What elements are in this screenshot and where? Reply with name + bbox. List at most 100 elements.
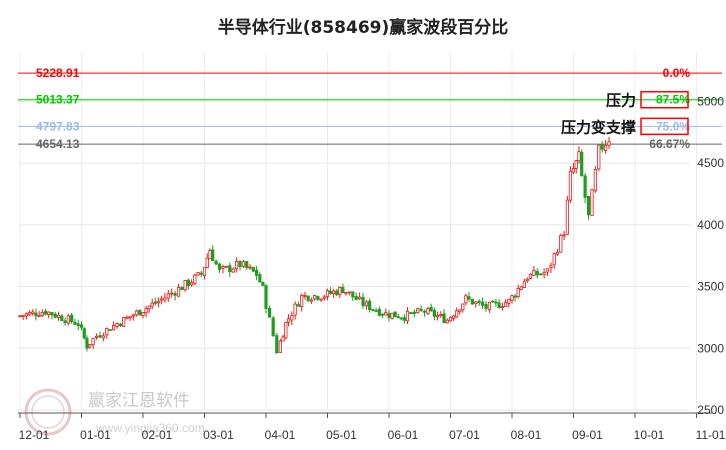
candle-body: [66, 315, 70, 324]
candle-body: [21, 315, 25, 317]
candle-body: [361, 296, 365, 307]
candle-body: [451, 315, 456, 319]
candle-body: [156, 300, 160, 304]
candle-body: [399, 317, 403, 320]
candle-body: [40, 312, 44, 317]
candle-body: [153, 301, 157, 304]
candle-body: [500, 306, 504, 309]
x-tick-label: 02-01: [142, 428, 173, 442]
candle-body: [426, 308, 430, 314]
candle-body: [264, 285, 268, 309]
candle-body: [597, 144, 601, 170]
candle-body: [217, 263, 222, 270]
candle-body: [445, 319, 449, 324]
candle-body: [31, 311, 35, 314]
candle-body: [568, 170, 573, 201]
candle-body: [118, 323, 123, 327]
x-tick-label: 09-01: [572, 428, 603, 442]
candle-body: [586, 195, 591, 216]
candle-body: [507, 298, 511, 304]
candle-body: [580, 151, 584, 177]
level-value-label: 5228.91: [36, 66, 80, 80]
x-tick-label: 08-01: [511, 428, 542, 442]
candle-body: [186, 279, 190, 287]
annotation-label: 压力: [606, 92, 636, 110]
candle-body: [341, 287, 345, 294]
x-tick-label: 12-01: [19, 428, 50, 442]
candle-body: [338, 287, 342, 295]
candle-body: [477, 300, 481, 304]
candle-body: [532, 270, 536, 276]
candle-body: [138, 309, 142, 316]
candle-body: [296, 304, 300, 307]
candle-body: [180, 287, 184, 291]
y-tick-label: 2500: [697, 403, 724, 417]
candle-body: [144, 308, 148, 314]
candle-body: [50, 312, 54, 316]
candle-body: [306, 295, 310, 301]
candle-body: [484, 304, 488, 309]
candle-body: [56, 314, 61, 318]
candle-body: [47, 311, 51, 316]
x-tick-label: 07-01: [449, 428, 480, 442]
candle-body: [163, 297, 167, 301]
candle-body: [577, 151, 581, 162]
candle-body: [422, 310, 427, 313]
candle-body: [458, 309, 462, 313]
candle-body: [384, 312, 388, 316]
candle-body: [525, 278, 529, 282]
candle-body: [254, 269, 259, 276]
candle-body: [76, 323, 80, 326]
candle-body: [214, 260, 218, 265]
candle-body: [316, 295, 320, 300]
candle-body: [131, 314, 135, 317]
x-tick-label: 03-01: [203, 428, 234, 442]
level-value-label: 4797.83: [36, 119, 80, 133]
candle-body: [303, 294, 307, 297]
x-tick-label: 11-01: [696, 428, 726, 442]
candle-body: [555, 251, 560, 255]
grid-lines: [18, 52, 697, 411]
candle-body: [190, 282, 194, 286]
level-percent-label: 75.0%: [656, 119, 690, 133]
candle-body: [60, 315, 64, 322]
candle-body: [371, 308, 375, 311]
candle-body: [73, 321, 77, 325]
candle-body: [228, 265, 232, 273]
candle-body: [542, 272, 546, 275]
candle-body: [241, 261, 246, 267]
candle-body: [335, 290, 339, 296]
candle-body: [393, 311, 397, 318]
watermark-url: www.yingjia360.com: [95, 421, 205, 435]
watermark: 赢家江恩软件 www.yingjia360.com: [24, 388, 205, 436]
y-tick-label: 4500: [697, 156, 724, 170]
candle-body: [134, 310, 139, 316]
candle-body: [436, 315, 440, 318]
x-tick-label: 01-01: [80, 428, 111, 442]
candle-body: [519, 286, 523, 290]
candle-body: [442, 313, 446, 324]
candle-body: [211, 249, 215, 262]
candle-body: [261, 282, 265, 286]
candle-body: [275, 335, 279, 354]
y-tick-label: 3500: [697, 280, 724, 294]
candle-body: [112, 324, 116, 331]
candle-body: [470, 298, 474, 305]
candle-body: [380, 313, 385, 316]
candle-body: [108, 329, 112, 331]
candle-body: [293, 303, 297, 316]
candle-body: [368, 300, 372, 311]
candle-body: [448, 317, 453, 322]
candle-body: [328, 290, 333, 294]
candle-body: [332, 290, 336, 295]
candle-body: [199, 272, 203, 275]
band-levels: 5228.91 0.0% 5013.37 87.5% 4797.83 75.0% 4654.…: [18, 66, 722, 151]
candle-body: [235, 260, 239, 270]
candle-body: [85, 337, 89, 349]
candle-body: [322, 296, 326, 299]
candle-body: [147, 305, 151, 310]
candle-body: [278, 340, 282, 353]
candle-body: [347, 291, 351, 294]
candle-body: [224, 265, 228, 268]
